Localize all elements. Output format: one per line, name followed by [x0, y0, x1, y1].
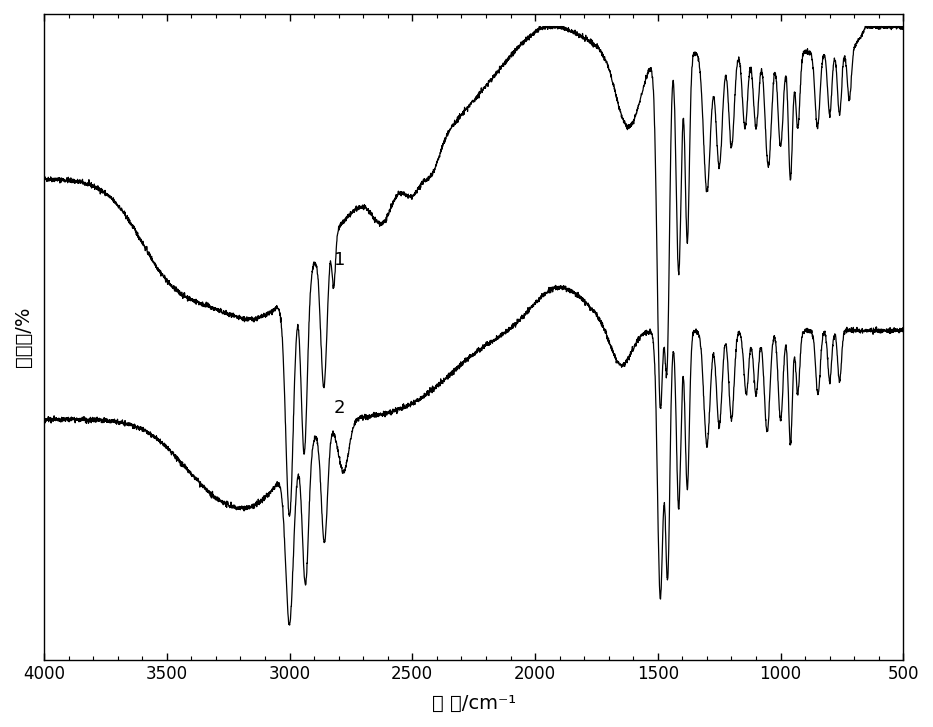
Y-axis label: 透过率/%: 透过率/% [14, 307, 33, 367]
X-axis label: 波 数/cm⁻¹: 波 数/cm⁻¹ [432, 694, 516, 713]
Text: 2: 2 [334, 399, 345, 417]
Text: 1: 1 [334, 251, 345, 269]
